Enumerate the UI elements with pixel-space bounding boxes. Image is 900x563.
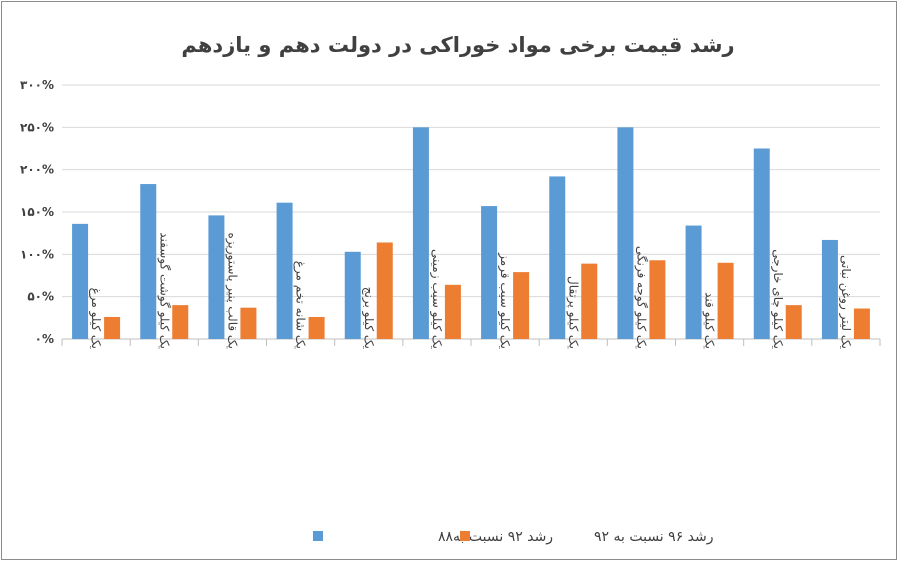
bar-series-1 — [481, 206, 498, 339]
y-tick-label: ۱۰۰% — [20, 247, 54, 261]
bar-series-2 — [240, 307, 257, 339]
bar-series-1 — [72, 223, 89, 339]
legend-swatch-series-2 — [460, 531, 470, 541]
bar-series-1 — [140, 184, 157, 339]
y-tick-label: ۰% — [35, 332, 54, 346]
x-tick-label: یک شانه تخم مرغ — [293, 261, 308, 349]
bars — [72, 127, 870, 339]
x-tick-label: یک کیلو قند — [702, 292, 717, 349]
chart-title: رشد قیمت برخی مواد خوراکی در دولت دهم و … — [181, 33, 734, 57]
bar-series-2 — [853, 308, 870, 339]
bar-series-1 — [617, 127, 634, 339]
x-tick-label: یک کیلو سیب قرمز — [497, 252, 512, 349]
y-tick-label: ۲۰۰% — [20, 163, 54, 177]
bar-series-2 — [172, 305, 189, 339]
bar-series-2 — [308, 316, 325, 339]
x-tick-label: یک کیلو گوشت گوسفند — [156, 232, 171, 349]
x-tick-label: یک کیلو سیب زمینی — [429, 249, 444, 349]
legend-label-series-2: رشد ۹۶ نسبت به ۹۲ — [594, 529, 714, 545]
bar-series-1 — [344, 251, 361, 339]
bar-series-2 — [581, 263, 598, 339]
bar-series-1 — [208, 215, 225, 339]
bar-series-2 — [104, 316, 121, 339]
x-tick-label: یک لیتر روغن نباتی — [838, 255, 853, 349]
x-tick-label: یک کیلو چای خارجی — [770, 249, 785, 349]
x-tick-label: یک کیلو پرتقال — [565, 276, 580, 349]
bar-series-2 — [785, 305, 802, 339]
x-tick-label: یک کیلو مرغ — [88, 288, 103, 349]
x-tick-label: یک کیلو گوجه فرنگی — [633, 246, 648, 349]
y-tick-label: ۵۰% — [27, 290, 54, 304]
x-axis-ticks: یک کیلو مرغ یک کیلو گوشت گوسفند یک قالب پن… — [88, 232, 853, 349]
bar-series-2 — [513, 272, 530, 339]
y-axis-ticks: ۰% ۵۰% ۱۰۰% ۱۵۰% ۲۰۰% ۲۵۰% ۳۰۰% — [20, 78, 54, 346]
bar-series-2 — [376, 242, 393, 339]
x-tick-label: یک قالب پنیر پاستوریزه — [224, 233, 239, 349]
y-tick-label: ۲۵۰% — [20, 120, 54, 134]
x-tick-label: یک کیلو برنج — [361, 287, 376, 349]
bar-series-2 — [649, 260, 666, 339]
bar-series-1 — [412, 127, 429, 339]
bar-series-2 — [717, 262, 734, 339]
legend-label-series-1: رشد ۹۲ نسبت به۸۸ — [438, 529, 553, 545]
legend-swatch-series-1 — [313, 531, 323, 541]
bar-series-1 — [276, 202, 293, 339]
y-tick-label: ۱۵۰% — [20, 205, 54, 219]
bar-series-1 — [549, 176, 566, 339]
gridlines — [61, 84, 881, 346]
bar-series-2 — [444, 284, 461, 339]
bar-series-1 — [821, 239, 838, 339]
y-tick-label: ۳۰۰% — [20, 78, 54, 92]
bar-series-1 — [753, 148, 770, 339]
legend: رشد ۹۲ نسبت به۸۸ رشد ۹۶ نسبت به ۹۲ — [313, 529, 714, 545]
bar-series-1 — [685, 225, 702, 339]
